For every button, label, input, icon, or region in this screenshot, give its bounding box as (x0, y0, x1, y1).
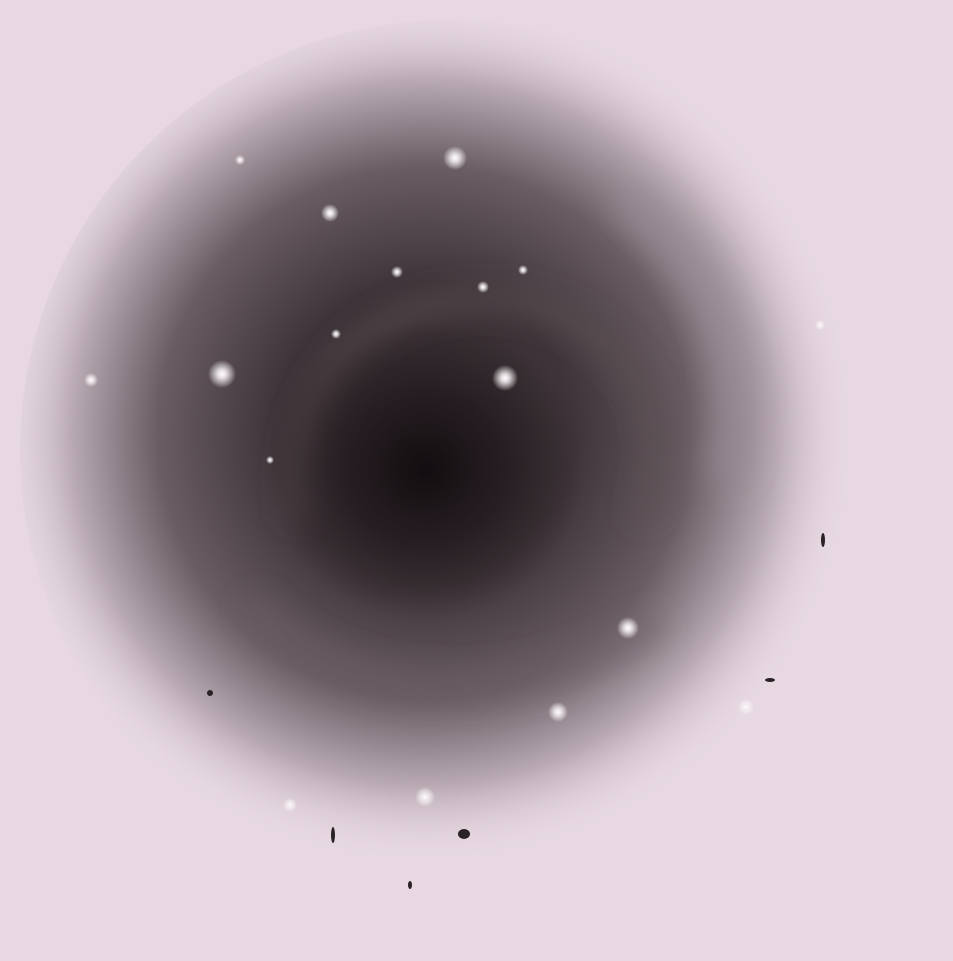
nebula-core (265, 320, 585, 620)
star (815, 320, 825, 330)
speck (765, 678, 775, 682)
star (443, 146, 467, 170)
star (738, 699, 754, 715)
star (391, 266, 403, 278)
speck (408, 881, 412, 889)
star (415, 787, 435, 807)
star (235, 155, 245, 165)
star (208, 360, 236, 388)
star (518, 265, 528, 275)
star (331, 329, 341, 339)
star (283, 798, 297, 812)
speck (821, 533, 825, 547)
speck (207, 690, 213, 696)
star (321, 204, 339, 222)
star (492, 365, 518, 391)
speck (331, 827, 335, 843)
star (548, 702, 568, 722)
stars (84, 146, 825, 812)
star (266, 456, 274, 464)
swirl-arm (238, 590, 669, 701)
speck (458, 829, 470, 839)
star (477, 281, 489, 293)
star (84, 373, 98, 387)
swirl-arm (609, 182, 756, 488)
dark-specks (207, 533, 825, 889)
star (617, 617, 639, 639)
